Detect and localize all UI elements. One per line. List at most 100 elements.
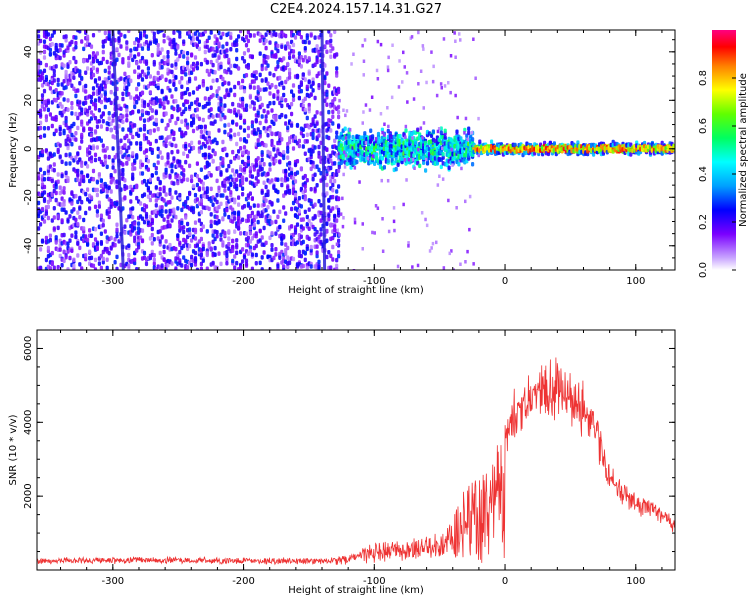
spectrogram-cell [174, 190, 178, 195]
spectrogram-cell [127, 92, 131, 97]
spectrogram-cell [60, 82, 64, 87]
spectrogram-cell [168, 79, 172, 84]
spectrogram-cell [303, 151, 307, 156]
spectrogram-cell [84, 234, 88, 239]
spectrogram-cell [213, 150, 217, 156]
spectrogram-cell [162, 249, 166, 255]
spectrogram-cell [78, 181, 82, 187]
spectrogram-cell [248, 166, 252, 171]
spectrogram-cell [99, 231, 103, 236]
spectrogram-cell [160, 135, 164, 140]
spectrogram-cell [299, 80, 303, 85]
spectrogram-cell [119, 106, 123, 111]
spectrogram-cell [180, 207, 184, 213]
spectrogram-cell [313, 202, 317, 207]
spectrogram-cell [270, 243, 274, 248]
spectrogram-cell [188, 30, 192, 35]
spectrogram-cell [280, 44, 284, 49]
spectrogram-cell [299, 88, 303, 94]
spectrogram-cell [142, 123, 147, 129]
spectrogram-cell [158, 98, 162, 103]
spectrogram-cell [52, 215, 56, 220]
spectrogram-cell [205, 266, 209, 270]
spectrogram-cell [64, 152, 68, 158]
spectrogram-cell [203, 124, 207, 129]
spectrogram-cell [295, 159, 300, 164]
spectrogram-cell [156, 154, 160, 159]
spectrogram-cell [235, 250, 239, 255]
spectrogram-cell [162, 244, 166, 249]
spectrogram-cell [315, 44, 319, 49]
spectrogram-cell [241, 247, 245, 252]
spectrogram-cell [54, 88, 58, 93]
spectrogram-cell [64, 85, 68, 90]
spectrogram-cell [172, 136, 176, 142]
spectrogram-cell [158, 180, 162, 186]
chart-title: C2E4.2024.157.14.31.G27 [269, 2, 443, 17]
spectrogram-cell [172, 82, 176, 87]
spectrogram-cell [152, 59, 156, 65]
spectrogram-cell [260, 166, 264, 172]
spectrogram-cell [135, 86, 139, 92]
spectrogram-cell [164, 173, 168, 179]
spectrogram-cell [282, 264, 286, 269]
spectrogram-cell [135, 267, 139, 270]
spectrogram-cell [131, 109, 135, 115]
spectrogram-cell [80, 266, 84, 270]
spectrogram-cell [335, 218, 339, 223]
spectrogram-cell [311, 177, 315, 182]
spectrogram-cell [88, 105, 92, 111]
spectrogram-cell [290, 123, 294, 128]
spectrogram-cell [325, 182, 329, 188]
spectrogram-cell [176, 233, 180, 239]
spectrogram-cell [137, 52, 141, 57]
spectrogram-cell [209, 154, 213, 159]
spectrogram-cell [78, 206, 82, 211]
spectrogram-cell [42, 190, 47, 195]
spectrogram-cell [93, 237, 98, 242]
spectrogram-cell [272, 100, 276, 106]
spectrogram-cell [254, 162, 258, 167]
spectrogram-cell [276, 189, 280, 195]
spectrogram-cell [84, 89, 88, 94]
spectrogram-cell [99, 265, 103, 270]
spectrogram-cell [39, 108, 43, 113]
spectrogram-cell [233, 216, 237, 221]
spectrogram-cell [337, 253, 341, 259]
spectrogram-cell [107, 154, 111, 160]
spectrogram-cell [186, 153, 190, 159]
spectrogram-cell [429, 133, 434, 138]
spectrogram-cell [135, 46, 139, 52]
spectrogram-cell [337, 168, 341, 174]
spectrogram-cell [144, 214, 149, 219]
spectrogram-cell [242, 128, 247, 133]
spectrogram-cell [82, 178, 86, 184]
spectrogram-cell [152, 31, 156, 37]
spectrogram-cell [58, 185, 62, 190]
spectrogram-cell [80, 170, 84, 175]
spectrogram-cell [201, 79, 205, 84]
spectrogram-cell [286, 61, 290, 67]
spectrogram-cell [154, 185, 158, 190]
spectrogram-cell [135, 195, 139, 201]
spectrogram-cell [46, 107, 50, 113]
spectrogram-cell [231, 120, 235, 125]
spectrogram-cell [103, 104, 107, 110]
spectrogram-cell [89, 155, 94, 160]
spectrogram-cell [190, 178, 194, 184]
spectrogram-cell [109, 100, 113, 106]
spectrogram-cell [276, 96, 280, 101]
spectrogram-cell [205, 59, 209, 65]
spectrogram-cell [219, 261, 223, 267]
spectrogram-cell [80, 119, 84, 124]
spectrogram-cell [168, 187, 172, 193]
spectrogram-cell [199, 145, 203, 150]
spectrogram-cell [307, 40, 311, 45]
spectrogram-cell [227, 229, 231, 234]
spectrogram-cell [272, 255, 276, 261]
spectrogram-cell [307, 71, 311, 76]
spectrogram-cell [229, 159, 233, 165]
spectrogram-cell [380, 156, 384, 161]
spectrogram-cell [252, 79, 256, 84]
